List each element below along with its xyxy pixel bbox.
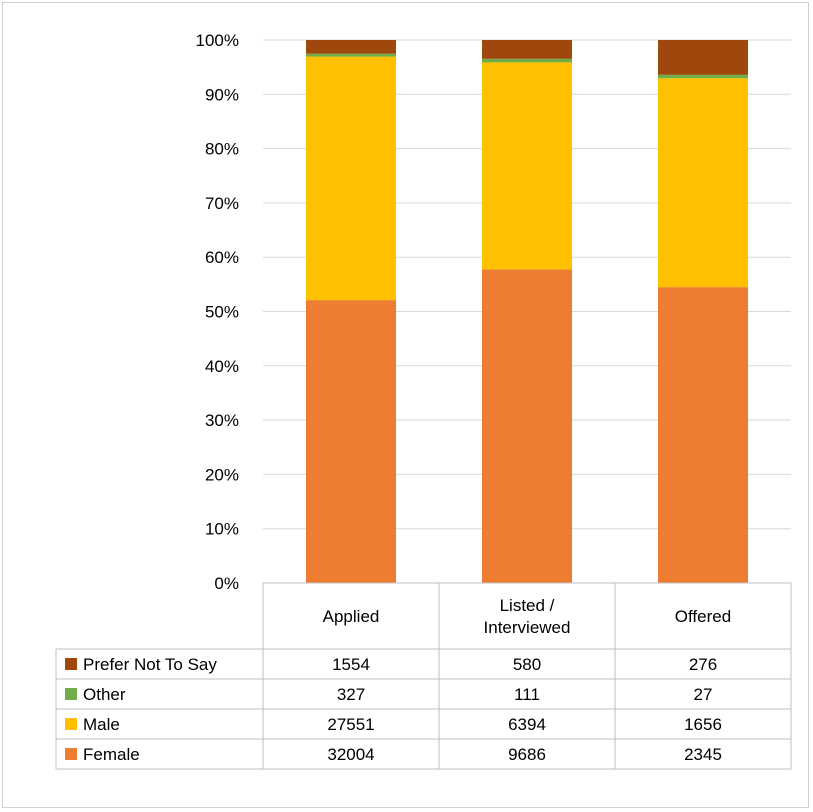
bar-segment-prefer-not-to-say: [306, 40, 396, 54]
legend-key-female: [65, 748, 77, 760]
y-tick-label: 50%: [205, 303, 239, 322]
table-value: 1656: [684, 715, 722, 734]
x-category-label: Interviewed: [484, 618, 571, 637]
table-value: 276: [689, 655, 717, 674]
y-tick-label: 90%: [205, 85, 239, 104]
table-value: 2345: [684, 745, 722, 764]
bar-segment-male: [482, 62, 572, 270]
bar-segment-other: [306, 53, 396, 57]
x-category-label: Offered: [675, 607, 731, 626]
table-value: 580: [513, 655, 541, 674]
y-tick-label: 70%: [205, 194, 239, 213]
table-value: 327: [337, 685, 365, 704]
bar-segment-other: [482, 58, 572, 63]
y-tick-label: 0%: [214, 574, 239, 593]
bar-segment-female: [482, 269, 572, 583]
legend-key-other: [65, 688, 77, 700]
legend-label: Male: [83, 715, 120, 734]
legend-label: Other: [83, 685, 126, 704]
table-value: 32004: [327, 745, 374, 764]
y-tick-label: 30%: [205, 411, 239, 430]
y-tick-label: 80%: [205, 140, 239, 159]
y-tick-label: 100%: [196, 31, 239, 50]
y-tick-label: 10%: [205, 520, 239, 539]
legend-key-male: [65, 718, 77, 730]
bar-segment-male: [658, 78, 748, 288]
y-tick-label: 20%: [205, 465, 239, 484]
bar-segment-female: [306, 300, 396, 583]
legend-label: Female: [83, 745, 140, 764]
table-value: 9686: [508, 745, 546, 764]
table-value: 6394: [508, 715, 546, 734]
bar-segment-male: [306, 56, 396, 301]
table-value: 111: [514, 685, 540, 704]
table-value: 1554: [332, 655, 370, 674]
x-category-label: Listed /: [500, 596, 555, 615]
table-value: 27: [694, 685, 713, 704]
stacked-percent-bar-chart: 0% 10% 20% 30% 40% 50% 60% 70% 80% 90% 100% Applied…: [55, 31, 792, 770]
y-tick-label: 40%: [205, 357, 239, 376]
bar-segment-female: [658, 287, 748, 583]
table-value: 27551: [327, 715, 374, 734]
bar-segment-prefer-not-to-say: [482, 40, 572, 59]
bar-segment-prefer-not-to-say: [658, 40, 748, 75]
x-category-label: Applied: [323, 607, 380, 626]
legend-label: Prefer Not To Say: [83, 655, 217, 674]
legend-key-prefer-not-to-say: [65, 658, 77, 670]
bar-segment-other: [658, 74, 748, 79]
y-tick-label: 60%: [205, 248, 239, 267]
